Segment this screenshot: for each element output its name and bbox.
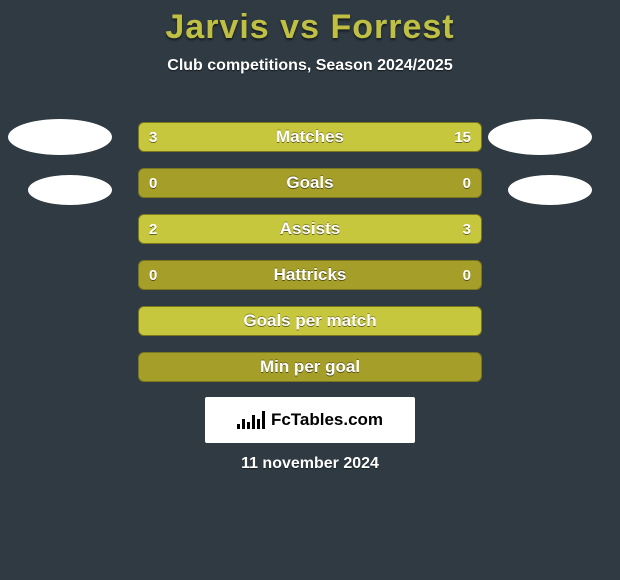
vs-label: vs: [280, 8, 320, 46]
source-logo-text: FcTables.com: [271, 410, 383, 430]
stat-label: Hattricks: [139, 261, 481, 289]
stat-label: Assists: [139, 215, 481, 243]
player-right-name: Forrest: [330, 8, 454, 46]
comparison-infographic: Jarvis vs Forrest Club competitions, Sea…: [0, 0, 620, 580]
bar-chart-icon: [237, 411, 265, 429]
subtitle: Club competitions, Season 2024/2025: [0, 57, 620, 75]
stat-label: Min per goal: [139, 353, 481, 381]
stat-row: 00Goals: [138, 168, 482, 198]
player-left-name: Jarvis: [165, 8, 269, 46]
source-logo: FcTables.com: [205, 397, 415, 443]
stat-row: Goals per match: [138, 306, 482, 336]
page-title: Jarvis vs Forrest: [0, 0, 620, 47]
player-left-badge: [8, 119, 112, 155]
stat-label: Goals: [139, 169, 481, 197]
stat-row: 00Hattricks: [138, 260, 482, 290]
stat-label: Matches: [139, 123, 481, 151]
footer-date: 11 november 2024: [0, 455, 620, 473]
player-right-badge: [488, 119, 592, 155]
player-right-badge-secondary: [508, 175, 592, 205]
stat-row: Min per goal: [138, 352, 482, 382]
stat-row: 315Matches: [138, 122, 482, 152]
player-left-badge-secondary: [28, 175, 112, 205]
stat-row: 23Assists: [138, 214, 482, 244]
stat-rows-container: 315Matches 00Goals 23Assists 00Hattricks Goa…: [138, 122, 482, 398]
stat-label: Goals per match: [139, 307, 481, 335]
